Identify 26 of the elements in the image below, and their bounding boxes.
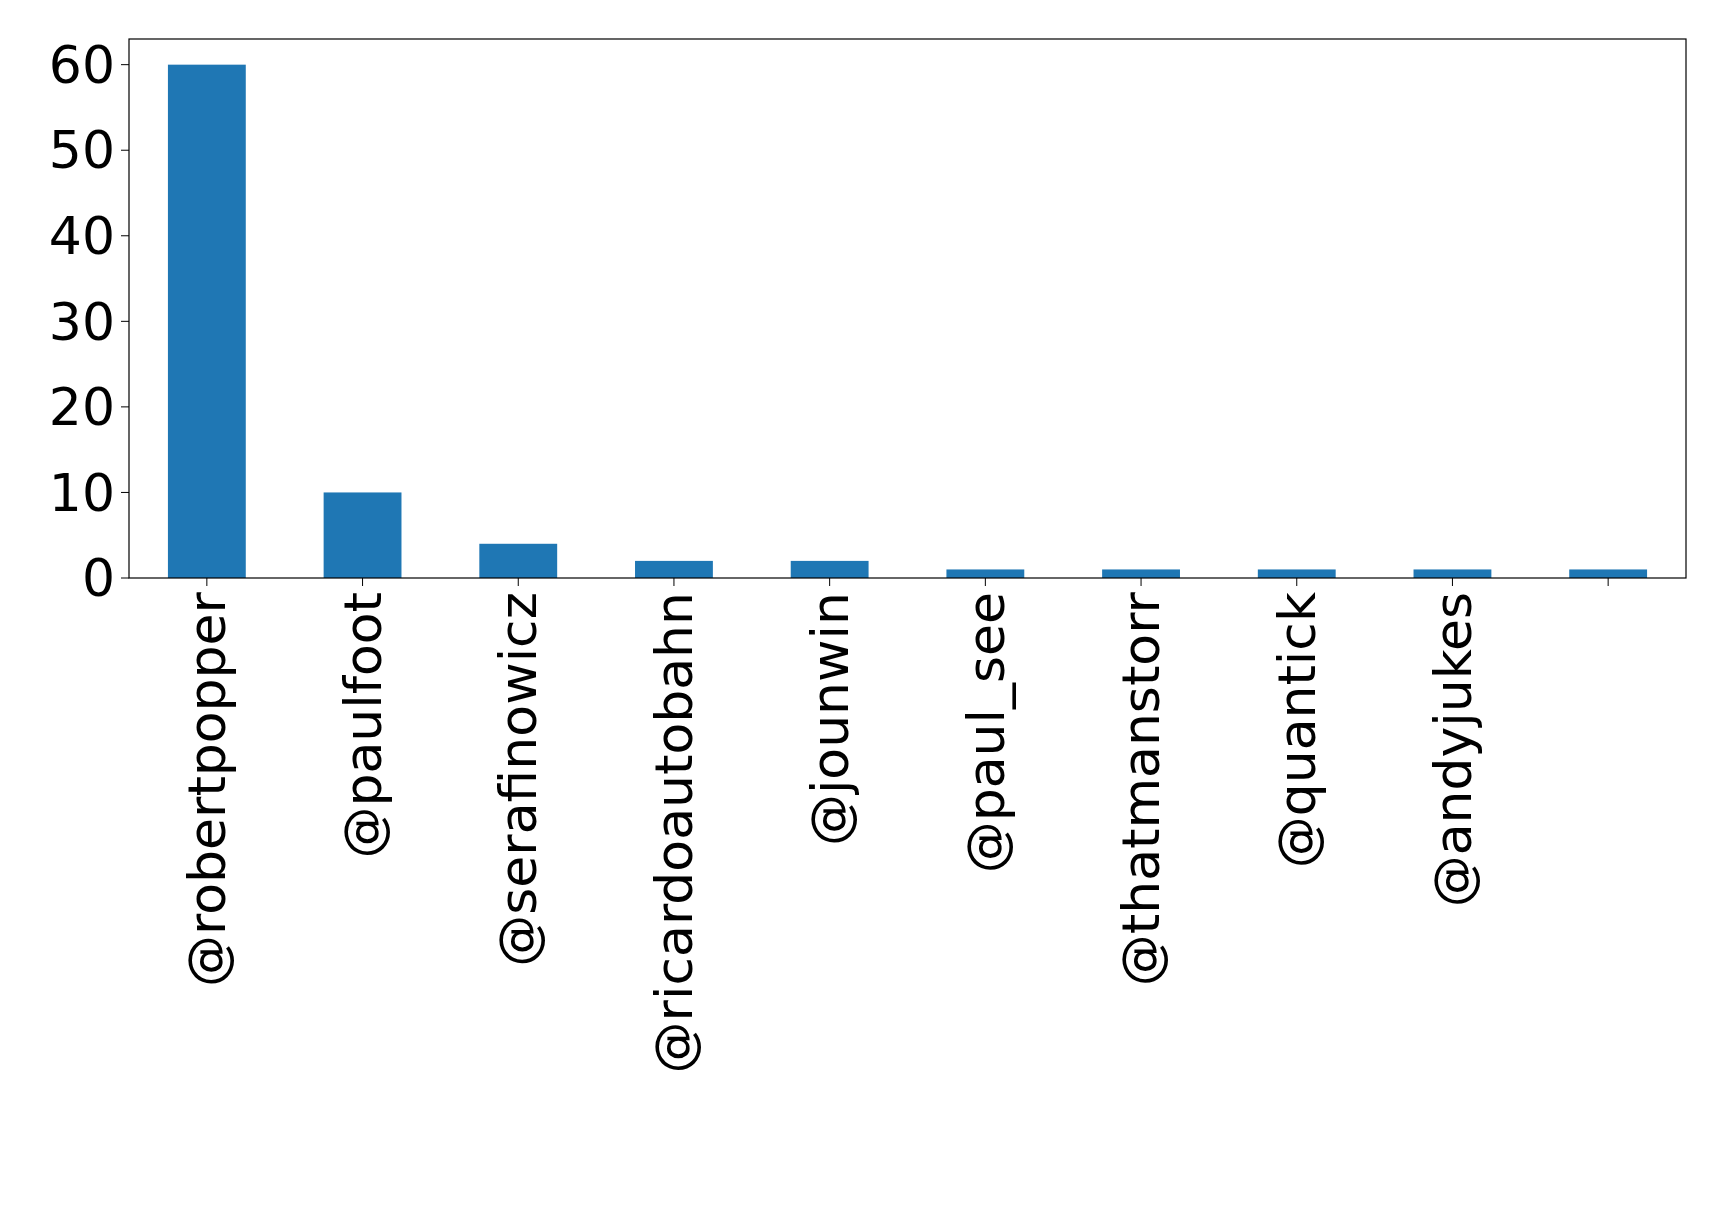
y-tick-label: 50 — [48, 120, 115, 181]
bar — [1102, 569, 1180, 578]
x-tick-label: @thatmanstorr — [1111, 591, 1172, 987]
y-tick-label: 0 — [81, 548, 115, 609]
y-tick-label: 60 — [48, 34, 115, 95]
bar — [635, 560, 713, 578]
x-tick-label: @ricardoautobahn — [644, 592, 705, 1074]
x-tick-label: @paulfoot — [332, 592, 393, 859]
bar — [790, 560, 869, 578]
x-tick-label: @quantick — [1266, 592, 1327, 869]
x-tick-label: @robertpopper — [177, 591, 238, 988]
bar — [479, 543, 558, 578]
y-tick-label: 10 — [48, 462, 115, 523]
bar — [1569, 569, 1648, 578]
y-tick-label: 30 — [48, 291, 115, 352]
x-tick-label: @jounwin — [799, 592, 860, 847]
x-tick-label: @andyjukes — [1422, 592, 1483, 908]
bar — [946, 569, 1025, 578]
x-tick-label: @paul_see — [955, 592, 1016, 874]
bar — [323, 492, 402, 578]
y-tick-label: 40 — [48, 205, 115, 266]
bar — [1257, 569, 1336, 578]
y-tick-label: 20 — [48, 377, 115, 438]
bar — [1413, 569, 1492, 578]
x-tick-label: @serafinowicz — [488, 592, 549, 967]
bar — [167, 64, 246, 578]
